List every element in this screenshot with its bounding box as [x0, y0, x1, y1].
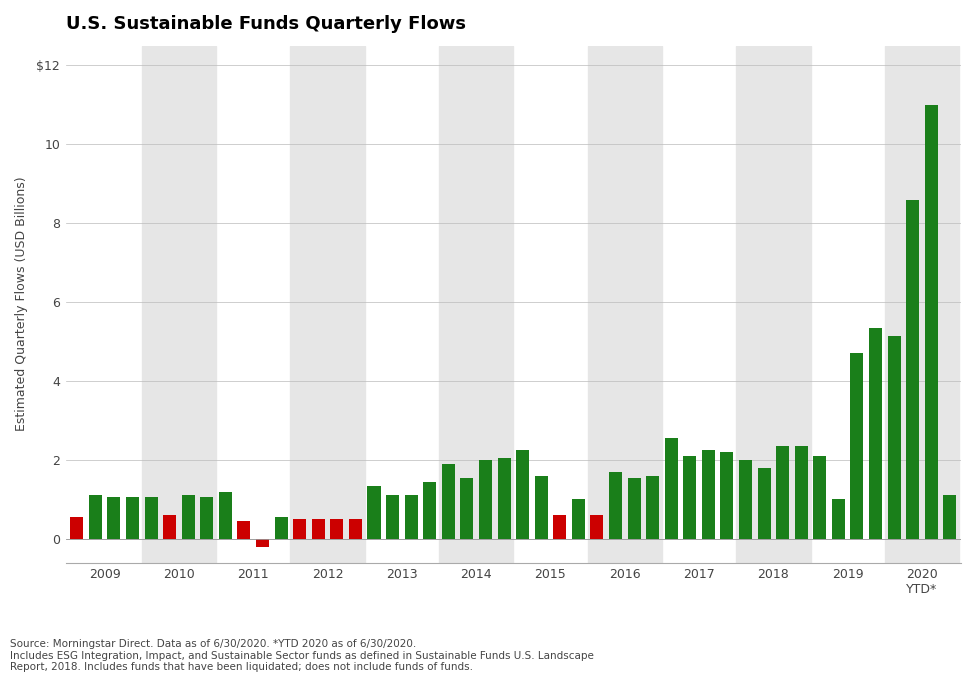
Bar [739, 460, 752, 539]
Bar [293, 519, 306, 539]
Bar [588, 45, 662, 562]
Bar [142, 45, 216, 562]
Bar [702, 450, 714, 539]
Bar [291, 45, 365, 562]
Bar [757, 468, 771, 539]
Bar [850, 354, 864, 539]
Bar [944, 496, 956, 539]
Bar [144, 498, 157, 539]
Bar [330, 519, 344, 539]
Bar [794, 446, 808, 539]
Bar [256, 539, 269, 547]
Bar [107, 498, 120, 539]
Bar [219, 492, 232, 539]
Bar [479, 460, 492, 539]
Bar [163, 515, 176, 539]
Bar [182, 496, 195, 539]
Bar [665, 438, 677, 539]
Bar [535, 476, 548, 539]
Bar [832, 500, 845, 539]
Bar [442, 464, 455, 539]
Text: Source: Morningstar Direct. Data as of 6/30/2020. *YTD 2020 as of 6/30/2020.
Inc: Source: Morningstar Direct. Data as of 6… [10, 639, 593, 672]
Bar [439, 45, 513, 562]
Bar [609, 472, 622, 539]
Bar [572, 500, 585, 539]
Bar [885, 45, 959, 562]
Text: U.S. Sustainable Funds Quarterly Flows: U.S. Sustainable Funds Quarterly Flows [65, 15, 466, 33]
Bar [590, 515, 603, 539]
Bar [906, 200, 919, 539]
Bar [516, 450, 529, 539]
Bar [311, 519, 325, 539]
Bar [89, 496, 102, 539]
Bar [70, 517, 83, 539]
Bar [368, 485, 381, 539]
Bar [869, 328, 882, 539]
Bar [813, 456, 827, 539]
Bar [349, 519, 362, 539]
Bar [683, 456, 696, 539]
Bar [646, 476, 659, 539]
Bar [200, 498, 214, 539]
Bar [776, 446, 790, 539]
Bar [386, 496, 399, 539]
Bar [553, 515, 566, 539]
Bar [736, 45, 810, 562]
Bar [237, 521, 251, 539]
Bar [925, 105, 938, 539]
Bar [887, 335, 901, 539]
Bar [628, 478, 640, 539]
Bar [461, 478, 473, 539]
Bar [720, 452, 733, 539]
Bar [424, 481, 436, 539]
Bar [405, 496, 418, 539]
Bar [126, 498, 139, 539]
Bar [498, 458, 510, 539]
Y-axis label: Estimated Quarterly Flows (USD Billions): Estimated Quarterly Flows (USD Billions) [15, 177, 28, 431]
Bar [274, 517, 288, 539]
